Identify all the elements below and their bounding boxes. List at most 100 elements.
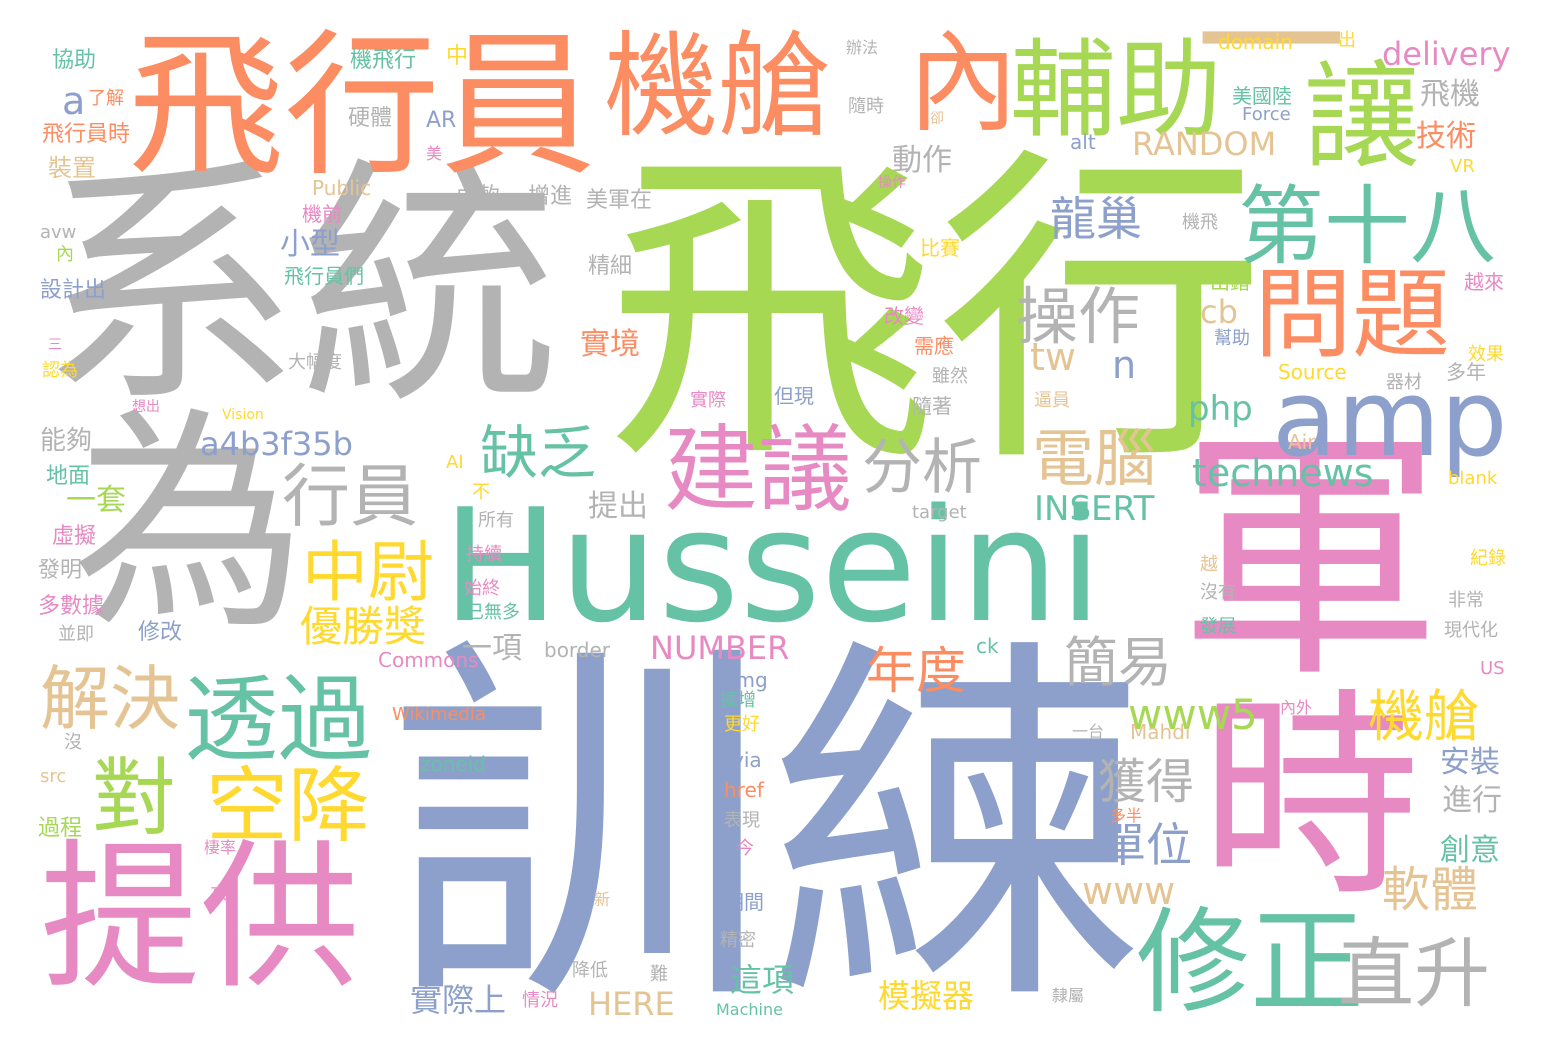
word-touguo: 透過 (184, 666, 373, 775)
word-zhexiang: 這項 (730, 961, 795, 999)
word-zhuangzhi: 裝置 (48, 154, 96, 182)
word-guocheng: 過程 (38, 816, 83, 841)
word-number: NUMBER (650, 629, 790, 667)
word-amp: amp (1272, 357, 1508, 480)
word-www5: www5 (1128, 690, 1258, 739)
word-renwei: 認為 (42, 360, 78, 381)
word-jifei: 機飛 (1182, 212, 1218, 233)
word-banfa: 辦法 (846, 38, 879, 57)
word-img: img (730, 668, 768, 692)
word-yitao: 一套 (66, 483, 126, 518)
word-feixingyuanmen: 飛行員們 (284, 264, 364, 288)
word-php: php (1188, 389, 1253, 429)
word-suizhe: 隨著 (912, 394, 952, 418)
word-jicang: 機艙 (604, 20, 833, 153)
word-yingti: 硬體 (348, 106, 393, 131)
word-lai: 來 (210, 884, 228, 905)
word-kuozeng: 擴增 (720, 690, 756, 711)
word-dui: 對 (92, 749, 177, 847)
word-jingmi: 精密 (720, 930, 756, 951)
word-feixingyuan: 飛行員 (128, 15, 596, 197)
word-qilv: 棲率 (204, 838, 237, 857)
word-public: Public (312, 176, 372, 200)
word-src: src (40, 766, 67, 787)
word-yiwuduo: 已無多 (466, 602, 520, 623)
word-domain: domain (1218, 30, 1293, 54)
word-jicang2: 機艙 (1368, 685, 1480, 750)
word-technews: technews (1192, 451, 1374, 495)
word-qingkuang: 情況 (522, 990, 558, 1011)
word-zoneid: zoneid (420, 752, 486, 776)
word-zhong: 中 (446, 44, 469, 69)
word-chixu: 持續 (466, 544, 502, 565)
word-xiuzheng: 修正 (1136, 896, 1365, 1029)
word-jinxing: 進行 (1442, 783, 1502, 818)
word-bisai: 比賽 (920, 236, 960, 260)
word-nei2: 內 (56, 244, 74, 265)
word-mei2: 美 (426, 144, 443, 163)
word-meigualu: 美國陸 (1232, 84, 1292, 108)
word-youshengjiang: 優勝獎 (300, 602, 427, 651)
word-xiezhu: 協助 (52, 48, 97, 73)
word-jifeixing: 機飛行 (350, 48, 417, 73)
word-chu: 出 (1338, 30, 1356, 51)
word-wenti: 問題 (1254, 258, 1451, 372)
word-yue: 越 (1200, 554, 1218, 575)
word-shiji: 實際 (690, 390, 726, 411)
word-blank: blank (1448, 468, 1498, 489)
word-delivery: delivery (1382, 35, 1511, 73)
word-xiaoxing: 小型 (280, 227, 340, 262)
word-tichu: 提出 (588, 489, 648, 524)
word-href: href (724, 778, 764, 802)
word-yuelai: 越來 (1464, 270, 1504, 294)
word-xuying: 需應 (914, 334, 954, 358)
word-yitai: 一台 (1072, 722, 1105, 741)
word-via: via (732, 748, 762, 772)
word-shizhong: 始終 (464, 578, 500, 599)
word-a: a (62, 79, 86, 123)
word-nan: 難 (650, 964, 668, 985)
word-liaojie: 了解 (88, 88, 124, 109)
word-feiji: 飛機 (1420, 77, 1480, 112)
word-chuangyi: 創意 (1440, 833, 1500, 868)
word-xunlian: 訓練 (388, 608, 1148, 1051)
word-qicai: 器材 (1386, 372, 1422, 393)
word-moniqi: 模擬器 (878, 977, 975, 1015)
word-wei: 為 (72, 389, 306, 661)
word-n: n (1112, 343, 1137, 387)
word-suiran: 雖然 (932, 366, 968, 387)
word-neiwai: 內外 (1280, 698, 1313, 717)
word-bu: 不 (472, 482, 490, 503)
word-here: HERE (588, 985, 675, 1023)
word-duoshuju: 多數據 (38, 594, 105, 619)
word-ar: AR (426, 108, 457, 133)
word-force: Force (1242, 104, 1291, 125)
word-mei: 沒 (64, 732, 82, 753)
word-genghao: 更好 (724, 714, 760, 735)
word-jishu: 技術 (1416, 119, 1476, 154)
word-xingyuan: 行員 (282, 458, 419, 537)
word-xiaoguo: 效果 (1468, 344, 1504, 365)
word-shi: 時 (1200, 670, 1421, 926)
word-jiqian: 機前 (302, 202, 342, 226)
word-xiandaihua: 現代化 (1444, 620, 1498, 641)
word-cb: cb (1200, 293, 1238, 331)
word-diannao: 電腦 (1032, 422, 1157, 495)
word-lishu: 隸屬 (1052, 986, 1085, 1005)
word-nei: 內 (908, 19, 1018, 147)
word-fenxi: 分析 (862, 433, 982, 503)
word-chucuo: 出錯 (1210, 270, 1250, 294)
word-bangzhu: 幫助 (1214, 328, 1250, 349)
word-mahdi: Mahdi (1130, 720, 1191, 744)
word-target: target (912, 502, 967, 523)
word-shejichu: 設計出 (40, 278, 107, 303)
word-danxian: 但現 (774, 384, 814, 408)
word-quefa: 缺乏 (480, 419, 597, 487)
word-alt: alt (1070, 130, 1096, 154)
word-yixiang: 一項 (462, 631, 522, 666)
word-huode: 獲得 (1098, 754, 1195, 810)
word-anzhuang: 安裝 (1440, 745, 1500, 780)
word-qijian: 期間 (724, 890, 764, 914)
word-zengjin: 增進 (528, 184, 573, 209)
